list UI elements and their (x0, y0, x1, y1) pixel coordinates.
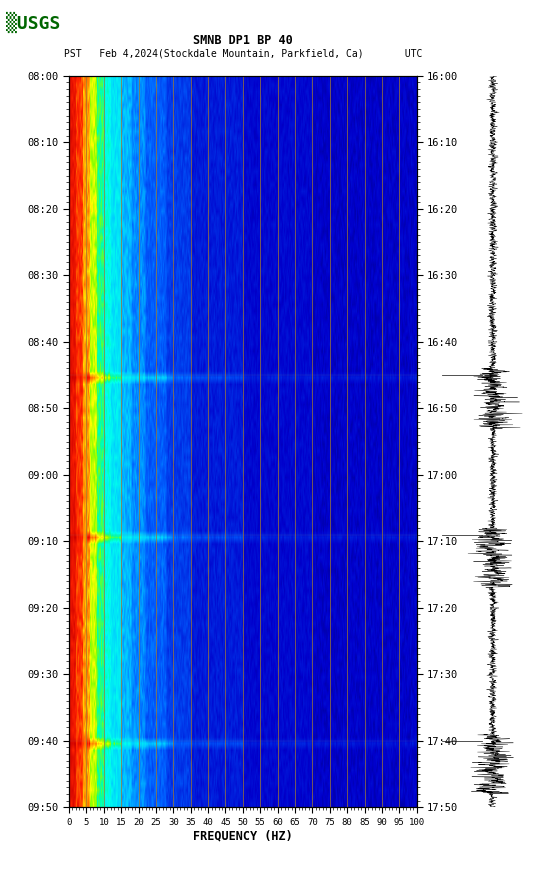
Text: ▒USGS: ▒USGS (6, 12, 60, 33)
Text: SMNB DP1 BP 40: SMNB DP1 BP 40 (193, 34, 293, 46)
Text: PST   Feb 4,2024(Stockdale Mountain, Parkfield, Ca)       UTC: PST Feb 4,2024(Stockdale Mountain, Parkf… (63, 48, 422, 59)
X-axis label: FREQUENCY (HZ): FREQUENCY (HZ) (193, 830, 293, 842)
